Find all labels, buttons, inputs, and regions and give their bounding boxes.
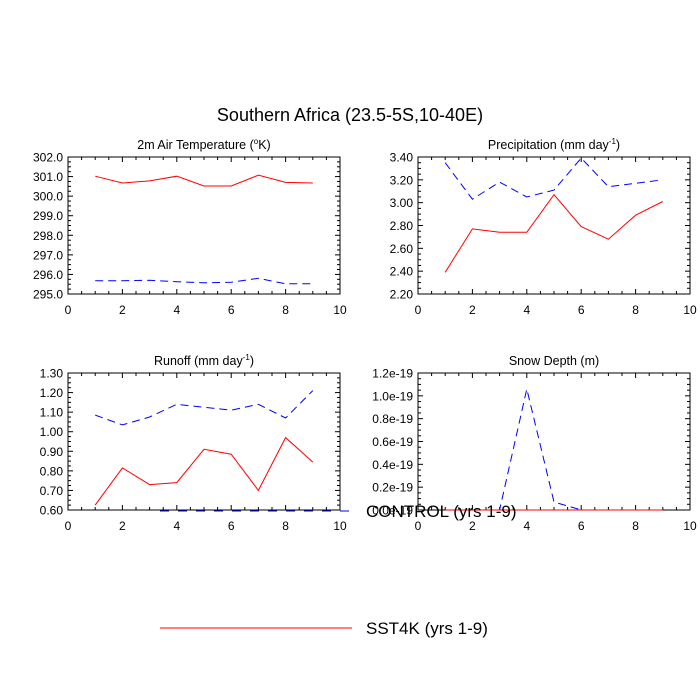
x-tick-label: 8 [282, 303, 289, 317]
y-tick-label: 1.30 [40, 367, 64, 381]
y-tick-label: 297.0 [33, 248, 63, 262]
panel-title: Runoff (mm day-1) [154, 353, 254, 368]
series-sst4k-line [444, 193, 664, 273]
x-tick-label: 4 [523, 519, 530, 533]
y-tick-label: 301.0 [33, 170, 63, 184]
series-control-line [95, 277, 313, 285]
y-tick-label: 0.2e-19 [372, 481, 413, 495]
panel-title: Snow Depth (m) [509, 354, 599, 368]
panel-4: Snow Depth (m) 0 2 4 6 8 10 0.0e-19 0.2e-19 0.4e-… [372, 354, 697, 533]
x-tick-label: 8 [632, 303, 639, 317]
y-tick-label: 0.60 [40, 504, 64, 518]
legend-label: SST4K (yrs 1-9) [366, 619, 488, 638]
x-tick-label: 10 [683, 519, 697, 533]
x-tick-label: 6 [228, 303, 235, 317]
y-tick-label: 296.0 [33, 268, 63, 282]
x-tick-label: 0 [65, 303, 72, 317]
x-tick-label: 0 [415, 519, 422, 533]
x-tick-label: 2 [119, 519, 126, 533]
y-tick-label: 0.8e-19 [372, 412, 413, 426]
y-tick-label: 0.80 [40, 464, 64, 478]
x-tick-label: 6 [578, 303, 585, 317]
y-tick-label: 0.90 [40, 445, 64, 459]
y-tick-label: 1.20 [40, 386, 64, 400]
panel-title: Precipitation (mm day-1) [488, 137, 620, 152]
y-tick-label: 0.4e-19 [372, 458, 413, 472]
x-tick-label: 4 [173, 519, 180, 533]
y-tick-label: 300.0 [33, 190, 63, 204]
x-tick-label: 10 [333, 303, 347, 317]
y-tick-label: 2.80 [390, 219, 414, 233]
x-tick-label: 6 [578, 519, 585, 533]
y-tick-label: 2.20 [390, 288, 414, 302]
y-tick-label: 3.40 [390, 151, 414, 165]
x-tick-label: 10 [333, 519, 347, 533]
legend-item-control: CONTROL (yrs 1-9) [160, 502, 517, 521]
legend-item-sst4k: SST4K (yrs 1-9) [160, 619, 488, 638]
y-tick-label: 1.00 [40, 425, 64, 439]
legend: CONTROL (yrs 1-9) SST4K (yrs 1-9) [160, 502, 517, 638]
y-tick-label: 3.20 [390, 173, 414, 187]
y-tick-label: 299.0 [33, 209, 63, 223]
x-tick-label: 10 [683, 303, 697, 317]
plot-frame [417, 156, 691, 295]
y-tick-label: 1.10 [40, 406, 64, 420]
y-tick-label: 1.0e-19 [372, 389, 413, 403]
x-tick-label: 8 [282, 519, 289, 533]
panel-1: 2m Air Temperature (oK) 0 2 4 6 8 10 295.0 296.0… [33, 137, 347, 317]
x-tick-label: 2 [469, 519, 476, 533]
x-tick-label: 0 [65, 519, 72, 533]
panel-3: Runoff (mm day-1) 0 2 4 6 8 10 0.60 0.70 0.80 0.90… [40, 353, 347, 533]
series-control-line [445, 388, 663, 511]
y-tick-label: 0.0e-19 [372, 504, 413, 518]
y-tick-label: 302.0 [33, 151, 63, 165]
y-tick-label: 0.6e-19 [372, 435, 413, 449]
x-tick-label: 0 [415, 303, 422, 317]
y-tick-label: 298.0 [33, 229, 63, 243]
legend-label: CONTROL (yrs 1-9) [366, 502, 517, 521]
y-tick-label: 1.2e-19 [372, 367, 413, 381]
x-tick-label: 6 [228, 519, 235, 533]
series-sst4k-line [95, 174, 313, 187]
series-sst4k-line [94, 436, 314, 506]
plot-frame [417, 372, 691, 511]
x-tick-label: 4 [523, 303, 530, 317]
x-tick-label: 2 [469, 303, 476, 317]
x-tick-label: 2 [119, 303, 126, 317]
x-tick-label: 8 [632, 519, 639, 533]
y-tick-label: 3.00 [390, 196, 414, 210]
plot-frame [67, 156, 341, 295]
y-tick-label: 295.0 [33, 288, 63, 302]
y-tick-label: 2.60 [390, 242, 414, 256]
figure-title: Southern Africa (23.5-5S,10-40E) [217, 105, 483, 125]
series-control-line [95, 390, 314, 426]
plot-frame [67, 372, 341, 511]
y-tick-label: 2.40 [390, 265, 414, 279]
x-tick-label: 4 [173, 303, 180, 317]
panels: 2m Air Temperature (oK) 0 2 4 6 8 10 295.0 296.0… [33, 137, 697, 533]
panel-2: Precipitation (mm day-1) 0 2 4 6 8 10 2.20 2.40 2… [390, 137, 697, 317]
y-tick-label: 0.70 [40, 484, 64, 498]
series-control-line [444, 157, 663, 200]
panel-title: 2m Air Temperature (oK) [137, 137, 270, 152]
